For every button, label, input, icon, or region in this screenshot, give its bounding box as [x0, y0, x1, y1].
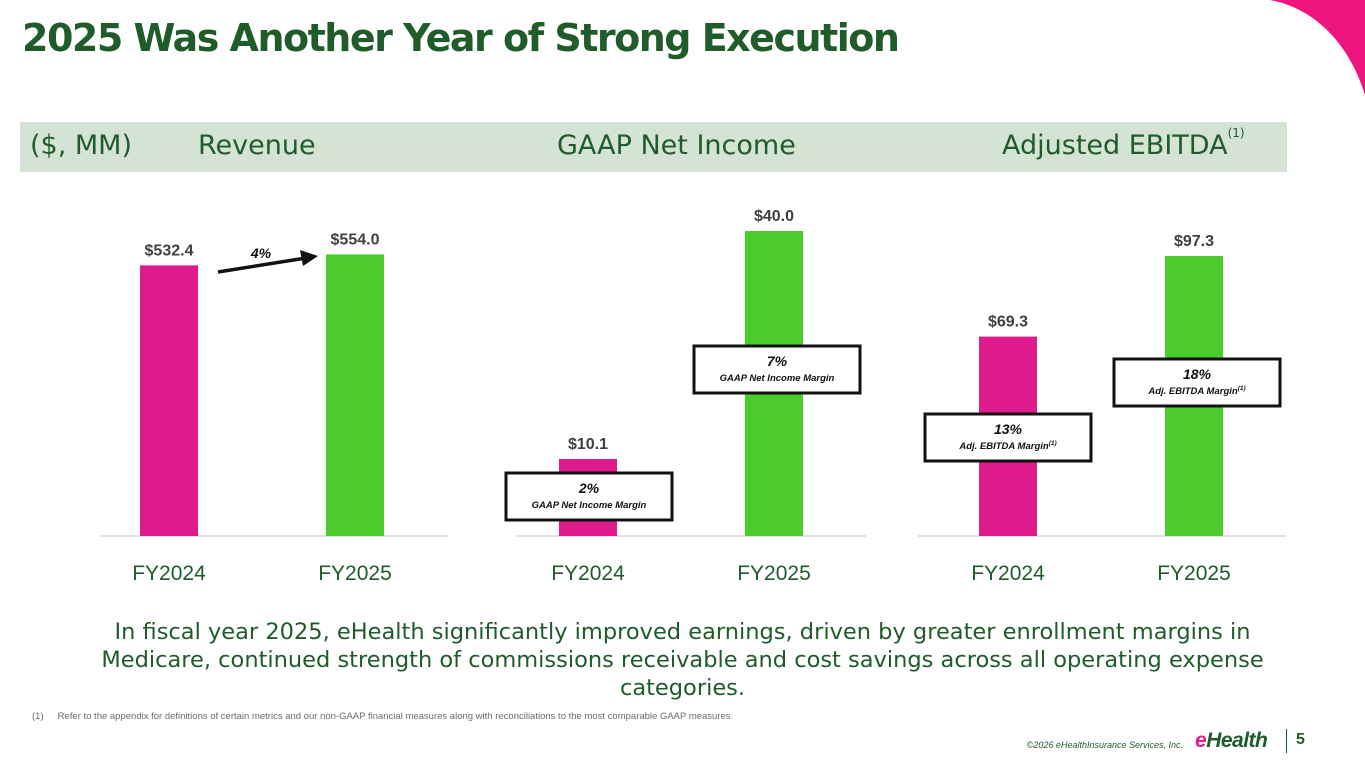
- net-income-margin-fy2025-pct: 7%: [767, 353, 788, 369]
- net-income-margin-fy2025-box: [692, 344, 862, 395]
- chart-2-tick-label-1: FY2025: [1157, 562, 1231, 585]
- ebitda-margin-fy2024-label: Adj. EBITDA Margin(1): [958, 440, 1056, 452]
- copyright: ©2026 eHealthInsurance Services, Inc.: [1026, 740, 1183, 750]
- revenue-header: Revenue: [198, 130, 316, 161]
- net-income-margin-fy2024-label: GAAP Net Income Margin: [532, 500, 647, 511]
- chart-0-bar-fy2024: [140, 265, 198, 536]
- footnote: (1) Refer to the appendix for definitions…: [32, 711, 733, 722]
- ebitda-header-text: Adjusted EBITDA: [1002, 130, 1228, 161]
- growth-arrow-line: [217, 256, 307, 274]
- chart-1-tick-label-0: FY2024: [551, 562, 625, 585]
- ebitda-margin-fy2025-box: [1112, 357, 1282, 408]
- net-income-header: GAAP Net Income: [557, 130, 796, 161]
- ebitda-margin-fy2025-pct: 18%: [1183, 366, 1212, 382]
- chart-0-tick-label-0: FY2024: [132, 562, 206, 585]
- footer-divider: [1286, 729, 1287, 753]
- page-title: 2025 Was Another Year of Strong Executio…: [22, 16, 900, 60]
- net-income-margin-fy2024-box: [504, 471, 674, 522]
- chart-0-bar-fy2025: [326, 254, 384, 536]
- ebitda-margin-fy2024-box: [923, 412, 1093, 463]
- corner-accent-shape: [1270, 0, 1365, 95]
- chart-2-value-label-1: $97.3: [1174, 233, 1214, 250]
- growth-arrow-head: [300, 250, 318, 266]
- growth-label: 4%: [250, 245, 272, 261]
- chart-0-value-label-1: $554.0: [331, 231, 380, 248]
- chart-1-value-label-1: $40.0: [754, 208, 794, 225]
- units-label: ($, MM): [30, 130, 133, 161]
- page-number: 5: [1296, 731, 1305, 748]
- chart-1-value-label-0: $10.1: [568, 436, 608, 453]
- chart-0-tick-label-1: FY2025: [318, 562, 392, 585]
- ebitda-footnote-ref: (1): [1227, 126, 1245, 140]
- chart-2-value-label-0: $69.3: [988, 314, 1028, 331]
- charts-area: $532.4 FY2024 $554.0 FY2025 $10.1 FY2024 $40.0…: [100, 208, 1286, 585]
- footnote-text: Refer to the appendix for definitions of…: [57, 711, 734, 722]
- net-income-margin-fy2024-pct: 2%: [578, 480, 600, 496]
- ehealth-logo: eHealth: [1195, 729, 1268, 753]
- chart-1-tick-label-1: FY2025: [737, 562, 811, 585]
- ebitda-header: Adjusted EBITDA(1): [1002, 126, 1245, 161]
- logo-e: e: [1195, 729, 1207, 752]
- header-band: [20, 122, 1287, 172]
- net-income-margin-fy2025-label: GAAP Net Income Margin: [720, 373, 835, 384]
- summary-text: In fiscal year 2025, eHealth significant…: [101, 619, 1264, 701]
- logo-health: Health: [1206, 729, 1268, 752]
- chart-2-tick-label-0: FY2024: [971, 562, 1045, 585]
- footnote-mark: (1): [32, 711, 44, 722]
- ebitda-margin-fy2025-label: Adj. EBITDA Margin(1): [1147, 385, 1245, 397]
- chart-0-value-label-0: $532.4: [145, 242, 194, 259]
- ebitda-margin-fy2024-pct: 13%: [994, 421, 1023, 437]
